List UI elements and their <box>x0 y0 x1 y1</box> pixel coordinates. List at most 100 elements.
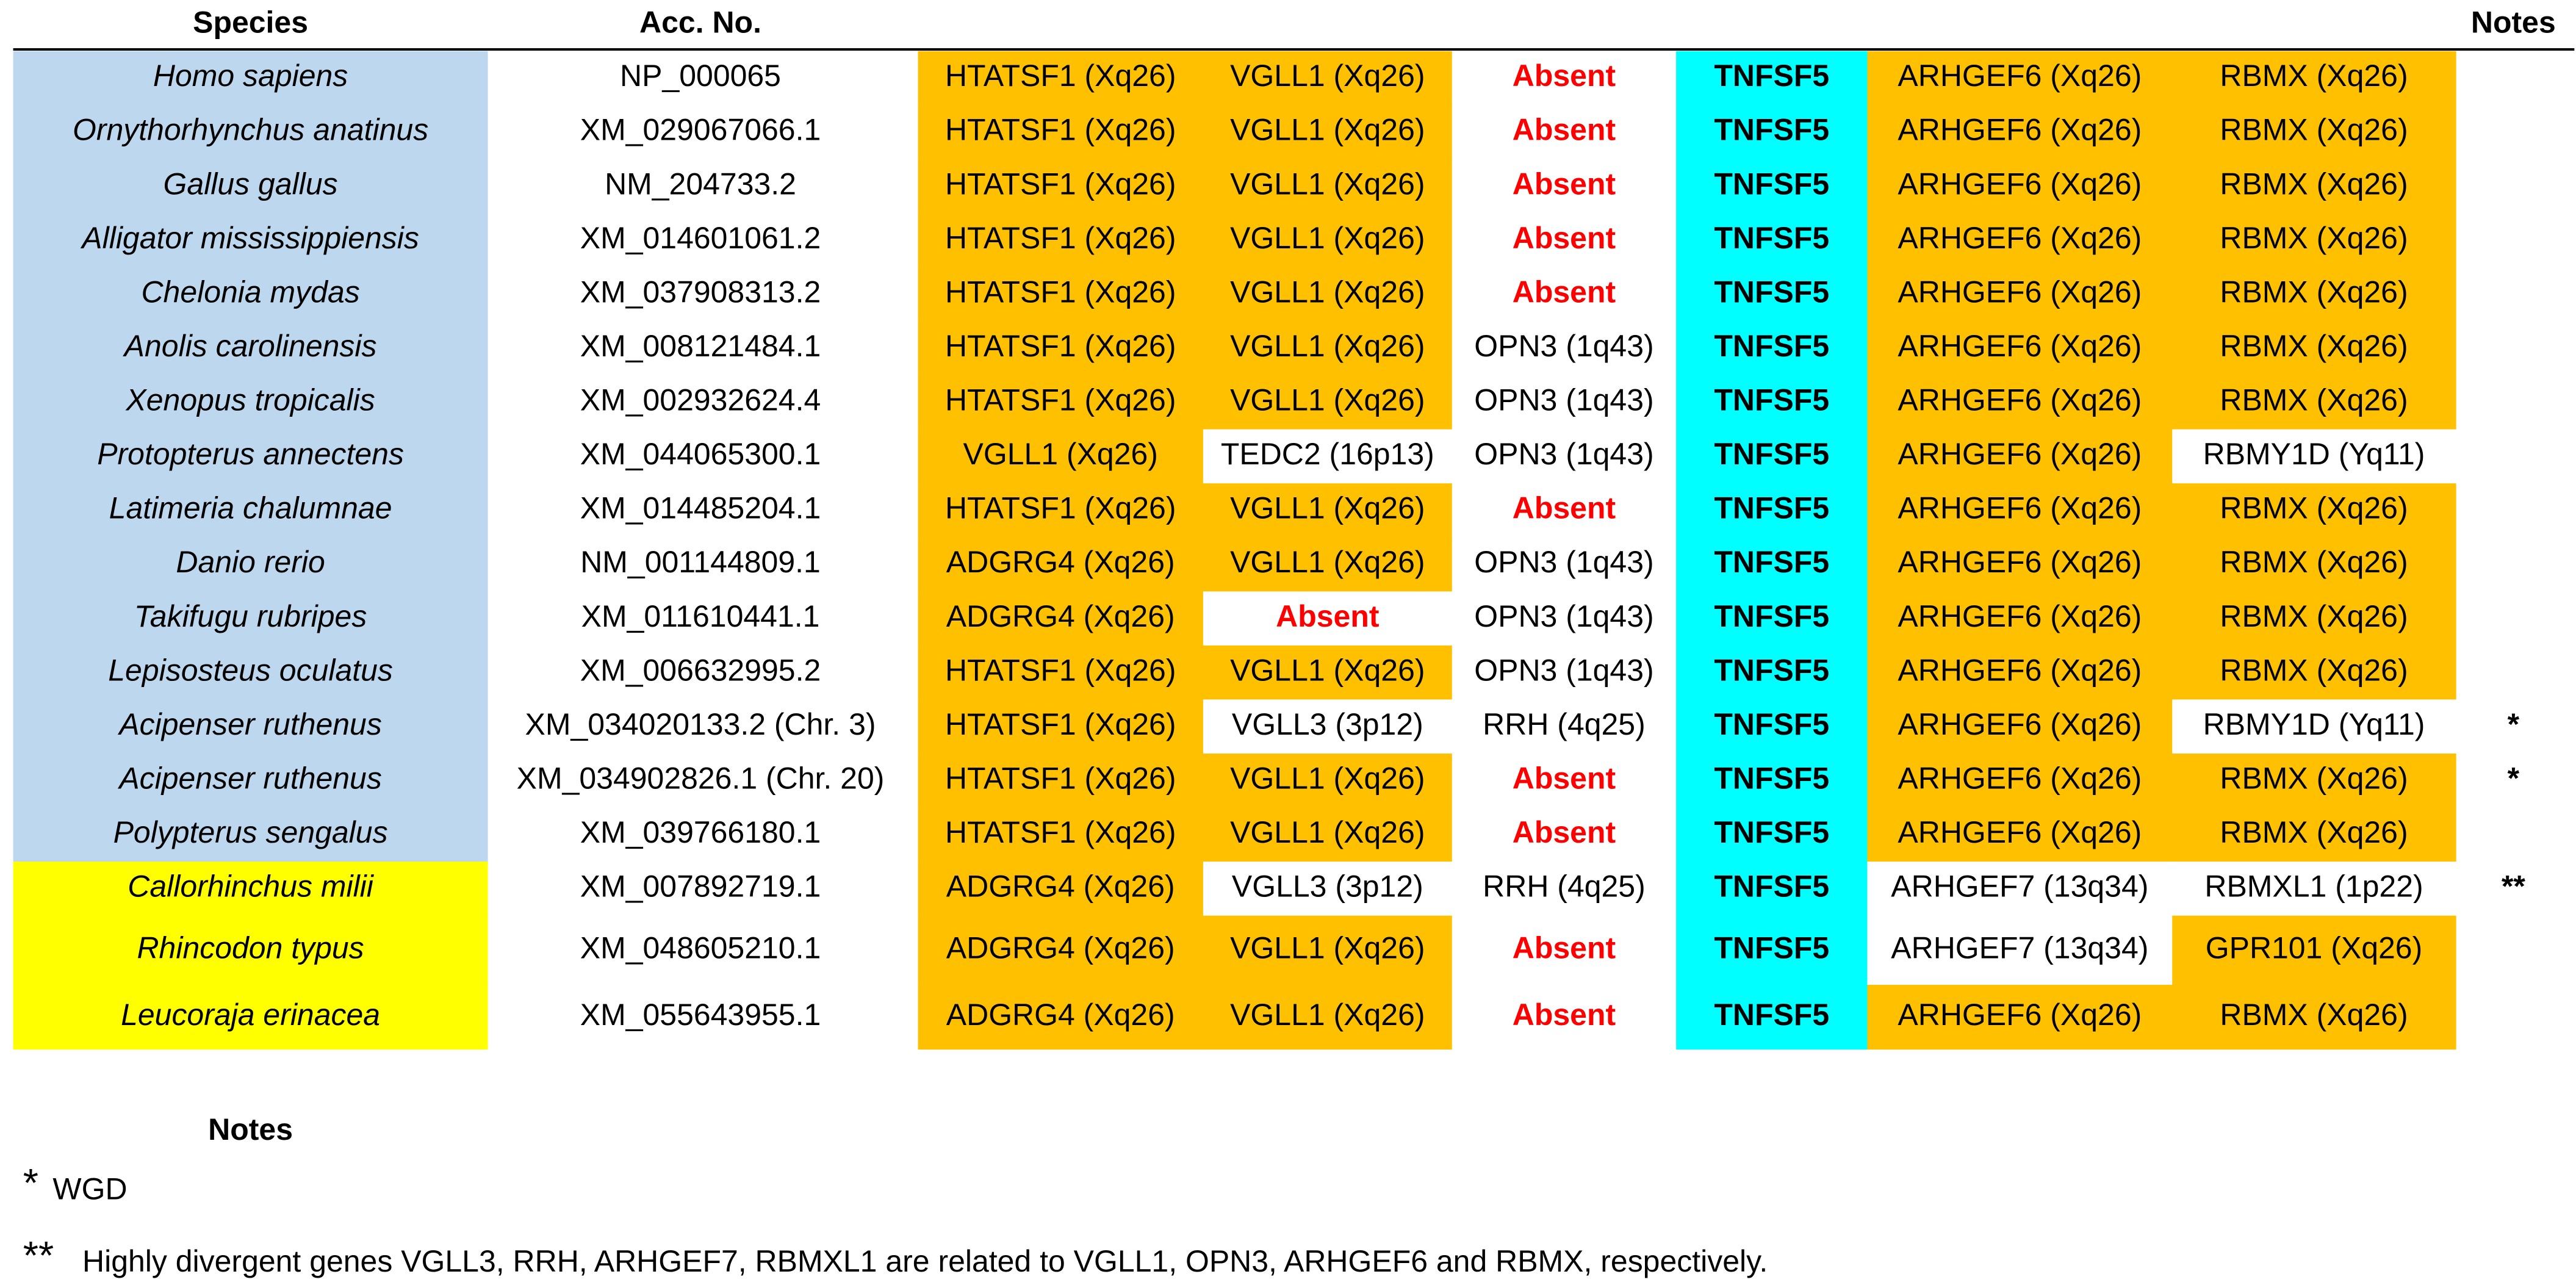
gene: VGLL1 (Xq26) <box>1230 383 1425 417</box>
gene-cell <box>1203 985 1453 1050</box>
gene-cell <box>1452 483 1677 538</box>
gene-cell <box>2172 985 2456 1050</box>
gene: ARHGEF6 (Xq26) <box>1898 653 2142 687</box>
gene: HTATSF1 (Xq26) <box>945 491 1176 525</box>
gene-cell <box>1452 591 1677 646</box>
accession: XM_034902826.1 (Chr. 20) <box>517 761 885 795</box>
gene-cell <box>1203 915 1453 985</box>
gene: HTATSF1 (Xq26) <box>945 59 1176 93</box>
gene-cell <box>1676 159 1868 214</box>
note-mark: ** <box>23 1233 54 1278</box>
note-text: Highly divergent genes VGLL3, RRH, ARHGE… <box>82 1244 1768 1278</box>
gene-cell <box>1203 699 1453 754</box>
gene-cell <box>1867 375 2173 430</box>
gene: VGLL1 (Xq26) <box>1230 653 1425 687</box>
gene-cell <box>1452 105 1677 160</box>
gene-cell <box>1203 375 1453 430</box>
gene: Absent <box>1513 931 1616 965</box>
gene-cell <box>1203 267 1453 322</box>
accession: XM_034020133.2 (Chr. 3) <box>525 707 876 741</box>
gene: TNFSF5 <box>1714 998 1829 1032</box>
header-acc: Acc. No. <box>639 5 761 40</box>
gene-cell <box>918 915 1204 985</box>
species-cell <box>13 51 488 106</box>
gene: TNFSF5 <box>1714 653 1829 687</box>
species: Callorhinchus milii <box>128 869 375 904</box>
gene: RBMY1D (Yq11) <box>2203 437 2425 471</box>
gene-cell <box>1203 105 1453 160</box>
gene-cell <box>1676 375 1868 430</box>
accession: XM_002932624.4 <box>580 383 821 417</box>
gene-cell <box>918 862 1204 916</box>
gene: HTATSF1 (Xq26) <box>945 761 1176 795</box>
gene: HTATSF1 (Xq26) <box>945 275 1176 309</box>
species-cell <box>13 537 488 592</box>
gene-cell <box>1676 915 1868 985</box>
gene: TNFSF5 <box>1714 931 1829 965</box>
species-cell <box>13 321 488 376</box>
gene-cell <box>2172 645 2456 700</box>
gene-cell <box>1867 753 2173 808</box>
gene: TNFSF5 <box>1714 59 1829 93</box>
gene-cell <box>918 699 1204 754</box>
gene-cell <box>1676 645 1868 700</box>
notes-title: Notes <box>208 1112 293 1146</box>
gene: VGLL1 (Xq26) <box>1230 113 1425 147</box>
gene: RBMY1D (Yq11) <box>2203 707 2425 741</box>
gene: Absent <box>1513 167 1616 201</box>
accession: NM_204733.2 <box>605 167 796 201</box>
species: Polypterus sengalus <box>113 815 388 849</box>
gene: OPN3 (1q43) <box>1474 545 1653 579</box>
gene-cell <box>1676 537 1868 592</box>
gene: TNFSF5 <box>1714 437 1829 471</box>
species: Acipenser ruthenus <box>117 707 382 741</box>
gene: RRH (4q25) <box>1483 869 1646 904</box>
gene-cell <box>1203 321 1453 376</box>
gene: RBMX (Xq26) <box>2220 998 2408 1032</box>
gene-cell <box>1676 267 1868 322</box>
gene-cell <box>1452 375 1677 430</box>
gene: ARHGEF6 (Xq26) <box>1898 491 2142 525</box>
gene-cell <box>1867 429 2173 484</box>
gene-cell <box>1676 753 1868 808</box>
species-cell <box>13 159 488 214</box>
accession: XM_007892719.1 <box>580 869 821 904</box>
gene-cell <box>1676 51 1868 106</box>
gene: Absent <box>1513 761 1616 795</box>
species: Latimeria chalumnae <box>109 491 392 525</box>
gene-cell <box>2172 105 2456 160</box>
gene: TNFSF5 <box>1714 113 1829 147</box>
species-cell <box>13 915 488 985</box>
gene-cell <box>1203 483 1453 538</box>
gene: VGLL1 (Xq26) <box>1230 275 1425 309</box>
gene: HTATSF1 (Xq26) <box>945 221 1176 255</box>
gene-cell <box>2172 429 2456 484</box>
gene: ARHGEF6 (Xq26) <box>1898 383 2142 417</box>
accession: XM_039766180.1 <box>580 815 821 849</box>
gene-cell <box>2172 862 2456 916</box>
gene-cell <box>1676 862 1868 916</box>
gene: VGLL1 (Xq26) <box>1230 221 1425 255</box>
gene: HTATSF1 (Xq26) <box>945 383 1176 417</box>
gene: ARHGEF6 (Xq26) <box>1898 167 2142 201</box>
gene-cell <box>1676 591 1868 646</box>
gene: ARHGEF6 (Xq26) <box>1898 998 2142 1032</box>
gene: ARHGEF6 (Xq26) <box>1898 275 2142 309</box>
gene: TNFSF5 <box>1714 761 1829 795</box>
gene-cell <box>1676 483 1868 538</box>
gene: OPN3 (1q43) <box>1474 329 1653 363</box>
gene: GPR101 (Xq26) <box>2206 931 2422 965</box>
gene-cell <box>918 267 1204 322</box>
gene-cell <box>1676 699 1868 754</box>
accession: XM_029067066.1 <box>580 113 821 147</box>
table-body: Homo sapiens NP_000065 HTATSF1 (Xq26) VGLL1… <box>13 51 2525 1050</box>
gene: VGLL1 (Xq26) <box>1230 167 1425 201</box>
gene-cell <box>1452 537 1677 592</box>
gene-cell <box>1676 321 1868 376</box>
accession: XM_011610441.1 <box>581 599 820 633</box>
gene: RBMX (Xq26) <box>2220 761 2408 795</box>
gene-cell <box>1452 429 1677 484</box>
species: Protopterus annectens <box>97 437 404 471</box>
gene: ARHGEF6 (Xq26) <box>1898 329 2142 363</box>
